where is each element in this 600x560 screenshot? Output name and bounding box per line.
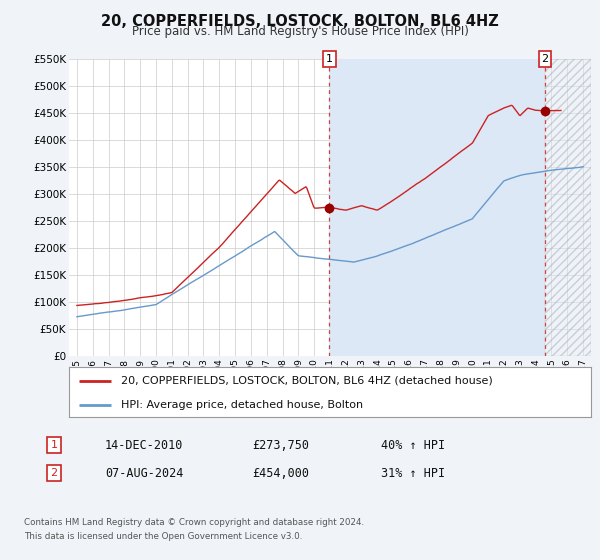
Bar: [545, 59, 591, 356]
Text: Price paid vs. HM Land Registry's House Price Index (HPI): Price paid vs. HM Land Registry's House …: [131, 25, 469, 38]
Text: Contains HM Land Registry data © Crown copyright and database right 2024.: Contains HM Land Registry data © Crown c…: [24, 518, 364, 527]
Text: £273,750: £273,750: [252, 438, 309, 452]
Text: 20, COPPERFIELDS, LOSTOCK, BOLTON, BL6 4HZ (detached house): 20, COPPERFIELDS, LOSTOCK, BOLTON, BL6 4…: [121, 376, 493, 386]
Text: 1: 1: [326, 54, 333, 64]
Text: HPI: Average price, detached house, Bolton: HPI: Average price, detached house, Bolt…: [121, 400, 364, 409]
Text: £454,000: £454,000: [252, 466, 309, 480]
Text: 1: 1: [50, 440, 58, 450]
Text: 20, COPPERFIELDS, LOSTOCK, BOLTON, BL6 4HZ: 20, COPPERFIELDS, LOSTOCK, BOLTON, BL6 4…: [101, 14, 499, 29]
Text: This data is licensed under the Open Government Licence v3.0.: This data is licensed under the Open Gov…: [24, 532, 302, 541]
Text: 2: 2: [542, 54, 548, 64]
Bar: [329, 59, 545, 356]
Text: 14-DEC-2010: 14-DEC-2010: [105, 438, 184, 452]
Text: 2: 2: [50, 468, 58, 478]
Text: 40% ↑ HPI: 40% ↑ HPI: [381, 438, 445, 452]
Text: 07-AUG-2024: 07-AUG-2024: [105, 466, 184, 480]
Text: 31% ↑ HPI: 31% ↑ HPI: [381, 466, 445, 480]
